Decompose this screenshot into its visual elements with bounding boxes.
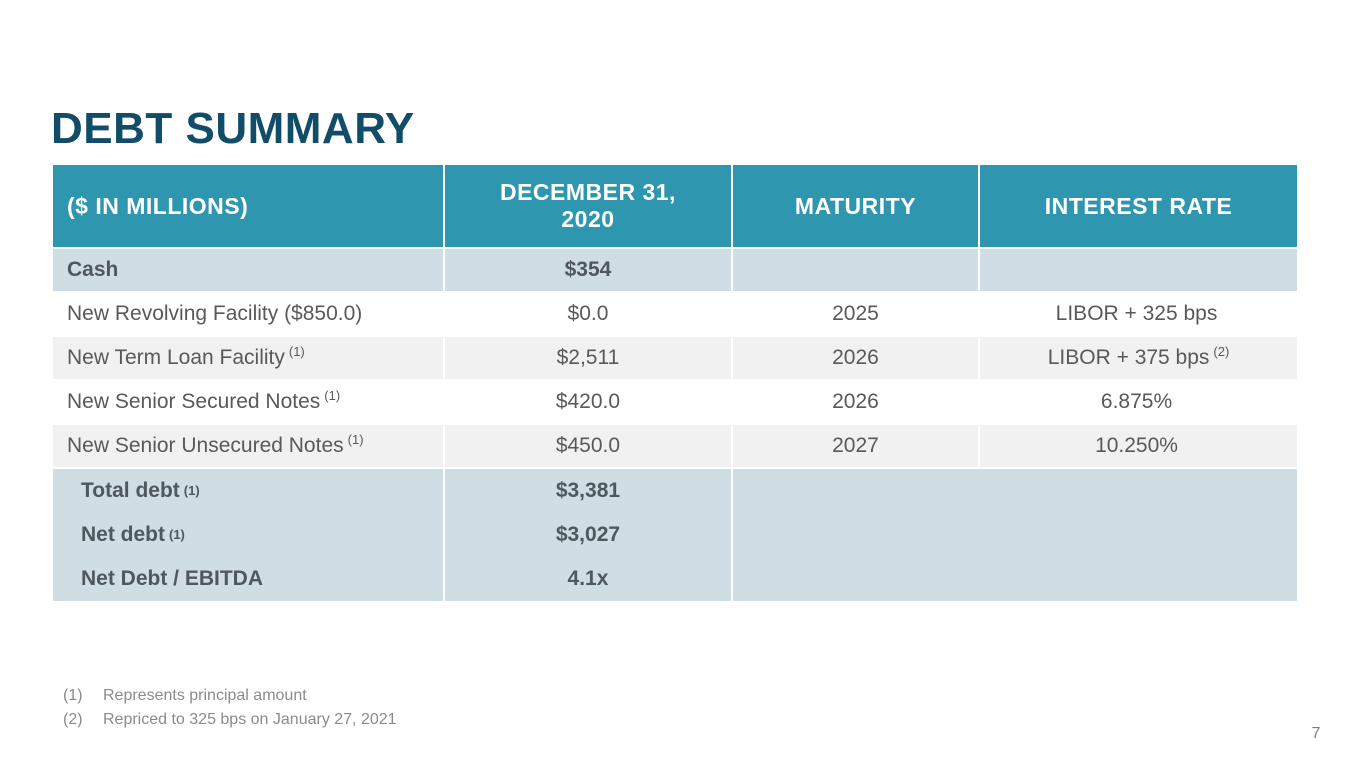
footnote-ref: (2) [1213,344,1230,359]
row-label-text: New Term Loan Facility [67,346,285,369]
summary-empty-area [732,469,1297,601]
cell-rate-text: 10.250% [1095,434,1178,457]
cell-rate: 10.250% [980,425,1297,467]
summary-values: $3,381 $3,027 4.1x [444,469,731,601]
row-label: New Senior Secured Notes (1) [53,381,443,423]
cell-value: $450.0 [444,425,731,467]
cell-maturity: 2026 [732,337,979,379]
summary-block: Total debt (1) Net debt (1) Net Debt / EBI… [53,469,1297,601]
column-header-interest-rate: INTEREST RATE [980,165,1297,247]
footnote-text: Represents principal amount [103,687,307,704]
summary-value-net-debt: $3,027 [555,523,621,546]
table-row-revolving-facility: New Revolving Facility ($850.0) $0.0 202… [53,293,1297,335]
footnote-ref: (1) [288,344,305,359]
cell-rate-text: LIBOR + 375 bps [1047,346,1210,369]
table-row-secured-notes: New Senior Secured Notes (1) $420.0 2026 … [53,381,1297,423]
row-label-text: Cash [67,258,119,281]
row-label-text: New Senior Secured Notes [67,390,321,413]
cell-rate: 6.875% [980,381,1297,423]
cell-maturity: 2025 [732,293,979,335]
column-header-maturity: MATURITY [732,165,979,247]
footnote-ref: (1) [347,432,364,447]
row-label: Cash [53,249,443,291]
footnote-marker: (1) [63,687,83,704]
summary-value-total-debt: $3,381 [555,479,621,502]
summary-label-total-debt: Total debt (1) [81,479,200,502]
cell-value: $354 [444,249,731,291]
column-header-december-31-2020: DECEMBER 31, 2020 [444,165,731,247]
column-header-label: DECEMBER 31, 2020 [499,179,676,232]
cell-rate-text: 6.875% [1100,390,1173,413]
page-number: 7 [1311,725,1321,742]
row-label: New Term Loan Facility (1) [53,337,443,379]
summary-label-text: Net debt [81,523,165,546]
summary-label-net-debt: Net debt (1) [81,523,185,546]
row-label: New Senior Unsecured Notes (1) [53,425,443,467]
cell-value: $2,511 [444,337,731,379]
cell-value: $0.0 [444,293,731,335]
footnote-2: (2) Repriced to 325 bps on January 27, 2… [63,708,397,732]
table-row-cash: Cash $354 [53,249,1297,291]
cell-value: $420.0 [444,381,731,423]
cell-maturity [732,249,979,291]
row-label-text: New Senior Unsecured Notes [67,434,344,457]
header-row: ($ IN MILLIONS) DECEMBER 31, 2020 MATURI… [53,165,1297,247]
footnote-text: Repriced to 325 bps on January 27, 2021 [103,711,397,728]
table-row-unsecured-notes: New Senior Unsecured Notes (1) $450.0 202… [53,425,1297,467]
footnote-ref: (1) [324,388,341,403]
cell-rate: LIBOR + 375 bps (2) [980,337,1297,379]
footnote-marker: (2) [63,711,83,728]
cell-rate [980,249,1297,291]
table-row-term-loan: New Term Loan Facility (1) $2,511 2026 LI… [53,337,1297,379]
cell-maturity: 2026 [732,381,979,423]
page-title: DEBT SUMMARY [51,104,415,154]
footnote-1: (1) Represents principal amount [63,684,397,708]
summary-labels: Total debt (1) Net debt (1) Net Debt / EBI… [53,469,443,601]
cell-maturity: 2027 [732,425,979,467]
row-label-text: New Revolving Facility ($850.0) [67,302,363,325]
debt-summary-table: ($ IN MILLIONS) DECEMBER 31, 2020 MATURI… [51,163,1299,603]
row-label: New Revolving Facility ($850.0) [53,293,443,335]
cell-rate: LIBOR + 325 bps [980,293,1297,335]
footnotes: (1) Represents principal amount (2) Repr… [63,684,397,732]
cell-rate-text: LIBOR + 325 bps [1055,302,1218,325]
summary-value-net-debt-ebitda: 4.1x [567,567,609,590]
summary-label-text: Total debt [81,479,180,502]
summary-label-net-debt-ebitda: Net Debt / EBITDA [67,557,443,601]
summary-label-text: Net Debt / EBITDA [81,567,264,590]
column-header-millions: ($ IN MILLIONS) [53,165,443,247]
